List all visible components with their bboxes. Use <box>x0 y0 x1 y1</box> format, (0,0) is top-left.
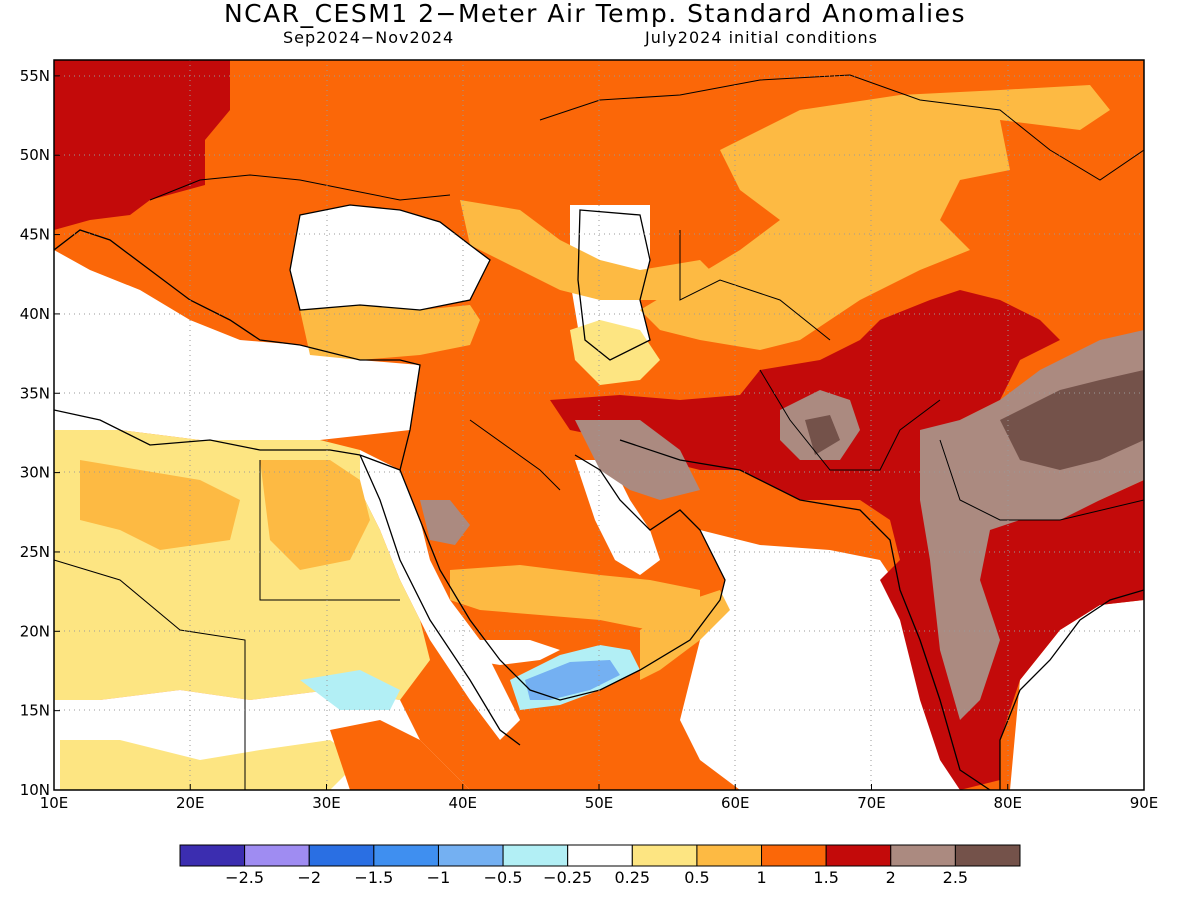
mask-black-sea <box>290 205 490 310</box>
colorbar-swatch <box>761 844 827 867</box>
anomaly-region-south-asia <box>550 290 1144 790</box>
colorbar-label: 2 <box>886 868 896 887</box>
lat-tick-label: 50N <box>20 146 50 164</box>
colorbar-swatch <box>373 844 439 867</box>
lat-tick-label: 40N <box>20 305 50 323</box>
colorbar-swatch <box>825 844 892 867</box>
border-iraq-saudi <box>469 419 561 491</box>
lon-tick-label: 90E <box>1130 794 1159 812</box>
borders <box>53 74 1145 790</box>
coast-iran-india <box>619 439 991 790</box>
border-nepal-india <box>939 439 1145 521</box>
border-afghanistan-pakistan <box>759 369 941 471</box>
lon-tick-label: 20E <box>176 794 205 812</box>
colorbar-label: −1 <box>427 868 451 887</box>
lat-tick-label: 45N <box>20 226 50 244</box>
initial-conditions-label: July2024 initial conditions <box>645 28 878 47</box>
lon-tick-label: 60E <box>721 794 750 812</box>
lon-tick-label: 70E <box>857 794 886 812</box>
colorbar-swatch <box>308 844 375 867</box>
border-eastern-europe <box>149 174 451 201</box>
colorbar-swatch <box>179 844 246 867</box>
coast-red-sea-west <box>359 454 521 746</box>
anomaly-region-central-asia <box>640 85 1110 350</box>
figure-title: NCAR_CESM1 2−Meter Air Temp. Standard An… <box>223 0 967 28</box>
colorbar-label: −2 <box>297 868 321 887</box>
colorbar-swatch <box>567 844 633 867</box>
colorbar-label: 0.25 <box>614 868 650 887</box>
colorbar-swatch <box>244 844 310 867</box>
lat-tick-label: 25N <box>20 543 50 561</box>
anomaly-field <box>54 60 1144 790</box>
anomaly-region-yemen-cold <box>525 660 620 700</box>
colorbar-swatch <box>631 844 698 867</box>
lat-tick-label: 30N <box>20 464 50 482</box>
colorbar-label: 1 <box>756 868 766 887</box>
anomaly-region-libya <box>80 460 240 550</box>
anomaly-region-hejaz <box>420 500 470 545</box>
lon-tick-label: 50E <box>585 794 614 812</box>
coast-arabia <box>399 454 726 701</box>
coast-italy-balkans <box>54 229 301 346</box>
anomaly-region-anatolia <box>300 305 480 360</box>
colorbar-label: 2.5 <box>943 868 968 887</box>
lat-tick-label: 20N <box>20 622 50 640</box>
mask-red-sea <box>360 450 520 740</box>
lon-tick-label: 30E <box>312 794 341 812</box>
anomaly-region-oman <box>640 590 730 680</box>
anomaly-region-south-caspian <box>570 320 660 385</box>
colorbar: −2.5 −2 −1.5 −1 −0.5 −0.25 0.25 0.5 1 1.5 2 2.5 <box>179 844 1021 887</box>
anomaly-region-afghanistan-core <box>805 415 840 455</box>
colorbar-label: −0.25 <box>543 868 592 887</box>
lon-tick-label: 40E <box>448 794 477 812</box>
lat-tick-label: 15N <box>20 702 50 720</box>
colorbar-label: 0.5 <box>684 868 709 887</box>
anomaly-region-europe <box>54 60 230 230</box>
mask-yemen-north <box>470 640 560 665</box>
anomaly-region-caucasus <box>460 200 720 300</box>
lon-tick-label: 10E <box>40 794 69 812</box>
coast-black-sea <box>289 204 491 311</box>
colorbar-label: 1.5 <box>813 868 838 887</box>
anomaly-region-gulf-coast <box>575 420 700 500</box>
colorbar-swatch <box>502 844 569 867</box>
colorbar-swatch <box>890 844 956 867</box>
anomaly-region-tibet <box>1000 370 1144 470</box>
lat-tick-label: 35N <box>20 384 50 402</box>
colorbar-label: −0.5 <box>484 868 523 887</box>
colorbar-swatch <box>696 844 763 867</box>
border-libya-egypt-sudan <box>259 460 400 601</box>
lat-tick-label: 55N <box>20 67 50 85</box>
anomaly-region-arabia-south <box>450 565 700 630</box>
colorbar-swatch <box>437 844 504 867</box>
anomaly-region-ethiopia <box>330 720 470 790</box>
lat-tick-label: 10N <box>20 781 50 799</box>
coast-caspian <box>577 209 651 361</box>
period-label: Sep2024−Nov2024 <box>283 28 455 47</box>
colorbar-swatch <box>954 844 1021 867</box>
anomaly-region-sudan-cool <box>300 670 400 710</box>
mask-mediterranean <box>54 250 420 440</box>
border-turkmenistan <box>679 230 831 341</box>
coastlines <box>54 204 1144 790</box>
axis-ticks: 10E 20E 30E 40E 50E 60E 70E 80E 90E 10N 15N 20N 25N 3… <box>20 67 1159 812</box>
lon-tick-label: 80E <box>993 794 1022 812</box>
mask-bay-of-bengal <box>1010 600 1144 790</box>
colorbar-label: −1.5 <box>354 868 393 887</box>
border-russia-kazakhstan <box>539 74 1145 181</box>
anomaly-region-sahel <box>60 740 360 790</box>
anomaly-region-egypt <box>260 460 370 570</box>
mask-persian-gulf <box>575 460 660 575</box>
colorbar-label: −2.5 <box>225 868 264 887</box>
graticule <box>54 60 1144 790</box>
coast-bay-of-bengal <box>999 589 1144 790</box>
border-algeria-niger <box>53 559 246 790</box>
